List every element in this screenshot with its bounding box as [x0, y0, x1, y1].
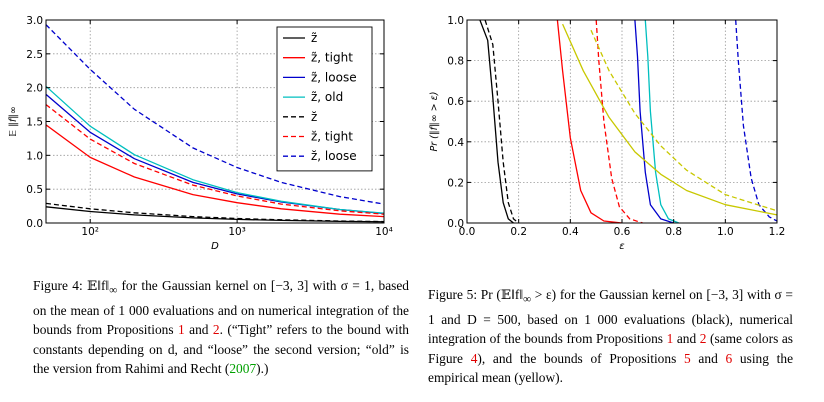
y-axis-label: 𝔼 ‖f‖∞	[8, 106, 19, 137]
legend-entry: z̃, loose	[311, 70, 357, 84]
chart-probability-vs-epsilon: 0.0 0.2 0.4 0.6 0.8 1.0 1.2 0.0 0.2 0.4 0.6 0.8 1.0 ε…	[429, 15, 785, 252]
x-axis-label: D	[211, 241, 219, 252]
legend-entry: z̃, tight	[311, 51, 353, 65]
citation-link[interactable]: 2007	[229, 361, 257, 377]
y-tick-label: 2.5	[26, 49, 43, 61]
series-line-4	[634, 20, 674, 223]
caption-text: (same colors as Figure	[428, 331, 794, 366]
series-line-1	[46, 124, 384, 218]
cross-reference-link[interactable]: 1	[666, 331, 674, 347]
series-line-4	[46, 202, 384, 223]
caption-text: and	[690, 350, 726, 366]
y-tick-label: 0.0	[447, 218, 464, 230]
y-tick-label: 0.0	[26, 218, 43, 230]
caption-text: > ε) for the Gaussian kernel on [−3, 3] …	[428, 287, 793, 347]
series-line-0	[479, 20, 514, 223]
x-tick-label: 0.2	[510, 226, 527, 238]
y-tick-label: 0.6	[447, 96, 464, 108]
series-line-2	[556, 20, 623, 223]
y-tick-label: 0.4	[447, 137, 464, 149]
x-tick-label: 10³	[228, 226, 246, 238]
x-tick-label: 1.0	[717, 226, 734, 238]
series-line-7	[562, 23, 777, 216]
caption-text: using the empirical mean (yellow).	[428, 350, 794, 386]
cross-reference-link[interactable]: 6	[725, 350, 733, 366]
legend-entry: z̆	[311, 110, 317, 124]
x-tick-label: 0.4	[562, 226, 579, 238]
y-tick-label: 1.0	[447, 15, 464, 27]
x-tick-label: 10⁴	[375, 226, 393, 238]
x-tick-label: 10²	[81, 226, 99, 238]
legend-box	[276, 26, 373, 172]
caption-text: and	[673, 331, 700, 347]
caption-text: . (“Tight” refers to the bound with cons…	[33, 322, 410, 377]
cross-reference-link[interactable]: 4	[470, 350, 478, 366]
series-line-1	[484, 20, 520, 223]
caption-label: Figure 5:	[428, 287, 478, 302]
series-line-6	[46, 24, 384, 205]
caption-text: and	[184, 322, 213, 338]
y-tick-label: 1.0	[26, 150, 43, 162]
series-line-6	[735, 20, 777, 222]
figure-4-caption: Figure 4: 𝔼‖f‖∞ for the Gaussian kernel …	[33, 276, 409, 379]
cross-reference-link[interactable]: 2	[212, 322, 220, 338]
legend-entry: z̆, tight	[311, 130, 353, 144]
caption-text: ), and the bounds of Propositions	[477, 350, 685, 366]
y-tick-label: 0.2	[447, 177, 464, 189]
legend-entry: z̃	[311, 31, 317, 45]
y-axis-label: Pr (‖f‖∞ > ε)	[429, 92, 440, 152]
series-line-8	[590, 29, 777, 212]
caption-text: Pr (𝔼‖f‖	[477, 287, 524, 302]
caption-text: for the Gaussian kernel on [−3, 3] with …	[33, 278, 409, 338]
y-tick-label: 3.0	[26, 15, 43, 27]
caption-label: Figure 4:	[33, 278, 83, 293]
x-tick-label: 0.6	[614, 226, 631, 238]
legend-entry: z̃, old	[311, 90, 343, 104]
norm-subscript: ∞	[109, 284, 118, 297]
figure-5-caption: Figure 5: Pr (𝔼‖f‖∞ > ε) for the Gaussia…	[428, 285, 793, 388]
legend: z̃ z̃, tight z̃, loose z̃, old z̆ z̆, tight z̆…	[276, 26, 373, 172]
norm-subscript: ∞	[523, 293, 532, 306]
series-line-5	[644, 20, 680, 223]
x-axis-label: ε	[619, 241, 625, 252]
cross-reference-link[interactable]: 1	[178, 322, 185, 338]
series-line-5	[46, 104, 384, 215]
y-tick-label: 2.0	[26, 83, 43, 95]
cross-reference-link[interactable]: 2	[699, 331, 707, 347]
x-tick-label: 0.0	[459, 226, 476, 238]
y-tick-label: 0.5	[26, 184, 43, 196]
x-tick-label: 1.2	[769, 226, 786, 238]
y-tick-label: 0.8	[447, 56, 464, 68]
caption-text: 𝔼‖f‖	[82, 278, 110, 293]
series-line-3	[595, 20, 643, 223]
series-line-3	[46, 85, 384, 214]
caption-text: ).)	[256, 361, 269, 377]
x-tick-label: 0.8	[665, 226, 682, 238]
legend-entry: z̆, loose	[311, 149, 357, 163]
cross-reference-link[interactable]: 5	[684, 350, 691, 366]
y-tick-label: 1.5	[26, 117, 43, 129]
